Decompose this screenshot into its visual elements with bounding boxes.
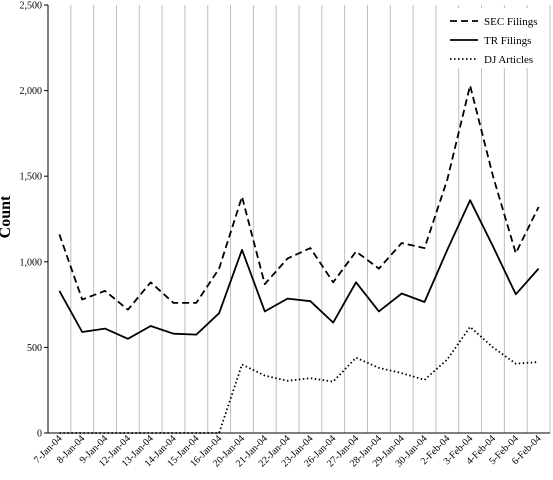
y-axis-label: Count <box>0 195 14 238</box>
series-line-dj-articles <box>59 325 539 434</box>
y-tick-label: 2,000 <box>20 86 43 97</box>
y-tick-label: 500 <box>27 343 42 354</box>
y-tick-label: 2,500 <box>20 1 43 12</box>
series-line-tr-filings <box>58 199 540 340</box>
y-tick-label: 1,000 <box>20 257 43 268</box>
legend-label: DJ Articles <box>484 54 533 66</box>
legend-box <box>440 8 548 68</box>
y-tick-label: 0 <box>37 429 42 440</box>
series-line-sec-filings <box>58 84 540 311</box>
legend-label: SEC Filings <box>484 16 538 28</box>
y-tick-labels: 0 500 1,000 1,500 2,000 2,500 <box>20 1 48 440</box>
y-tick-label: 1,500 <box>20 172 43 183</box>
legend-label: TR Filings <box>484 35 531 47</box>
grid-lines <box>47 5 551 433</box>
legend: SEC Filings TR Filings DJ Articles <box>440 8 548 68</box>
series-lines <box>58 84 540 434</box>
x-tick-labels: 7-Jan-048-Jan-049-Jan-0412-Jan-0413-Jan-… <box>32 433 544 469</box>
